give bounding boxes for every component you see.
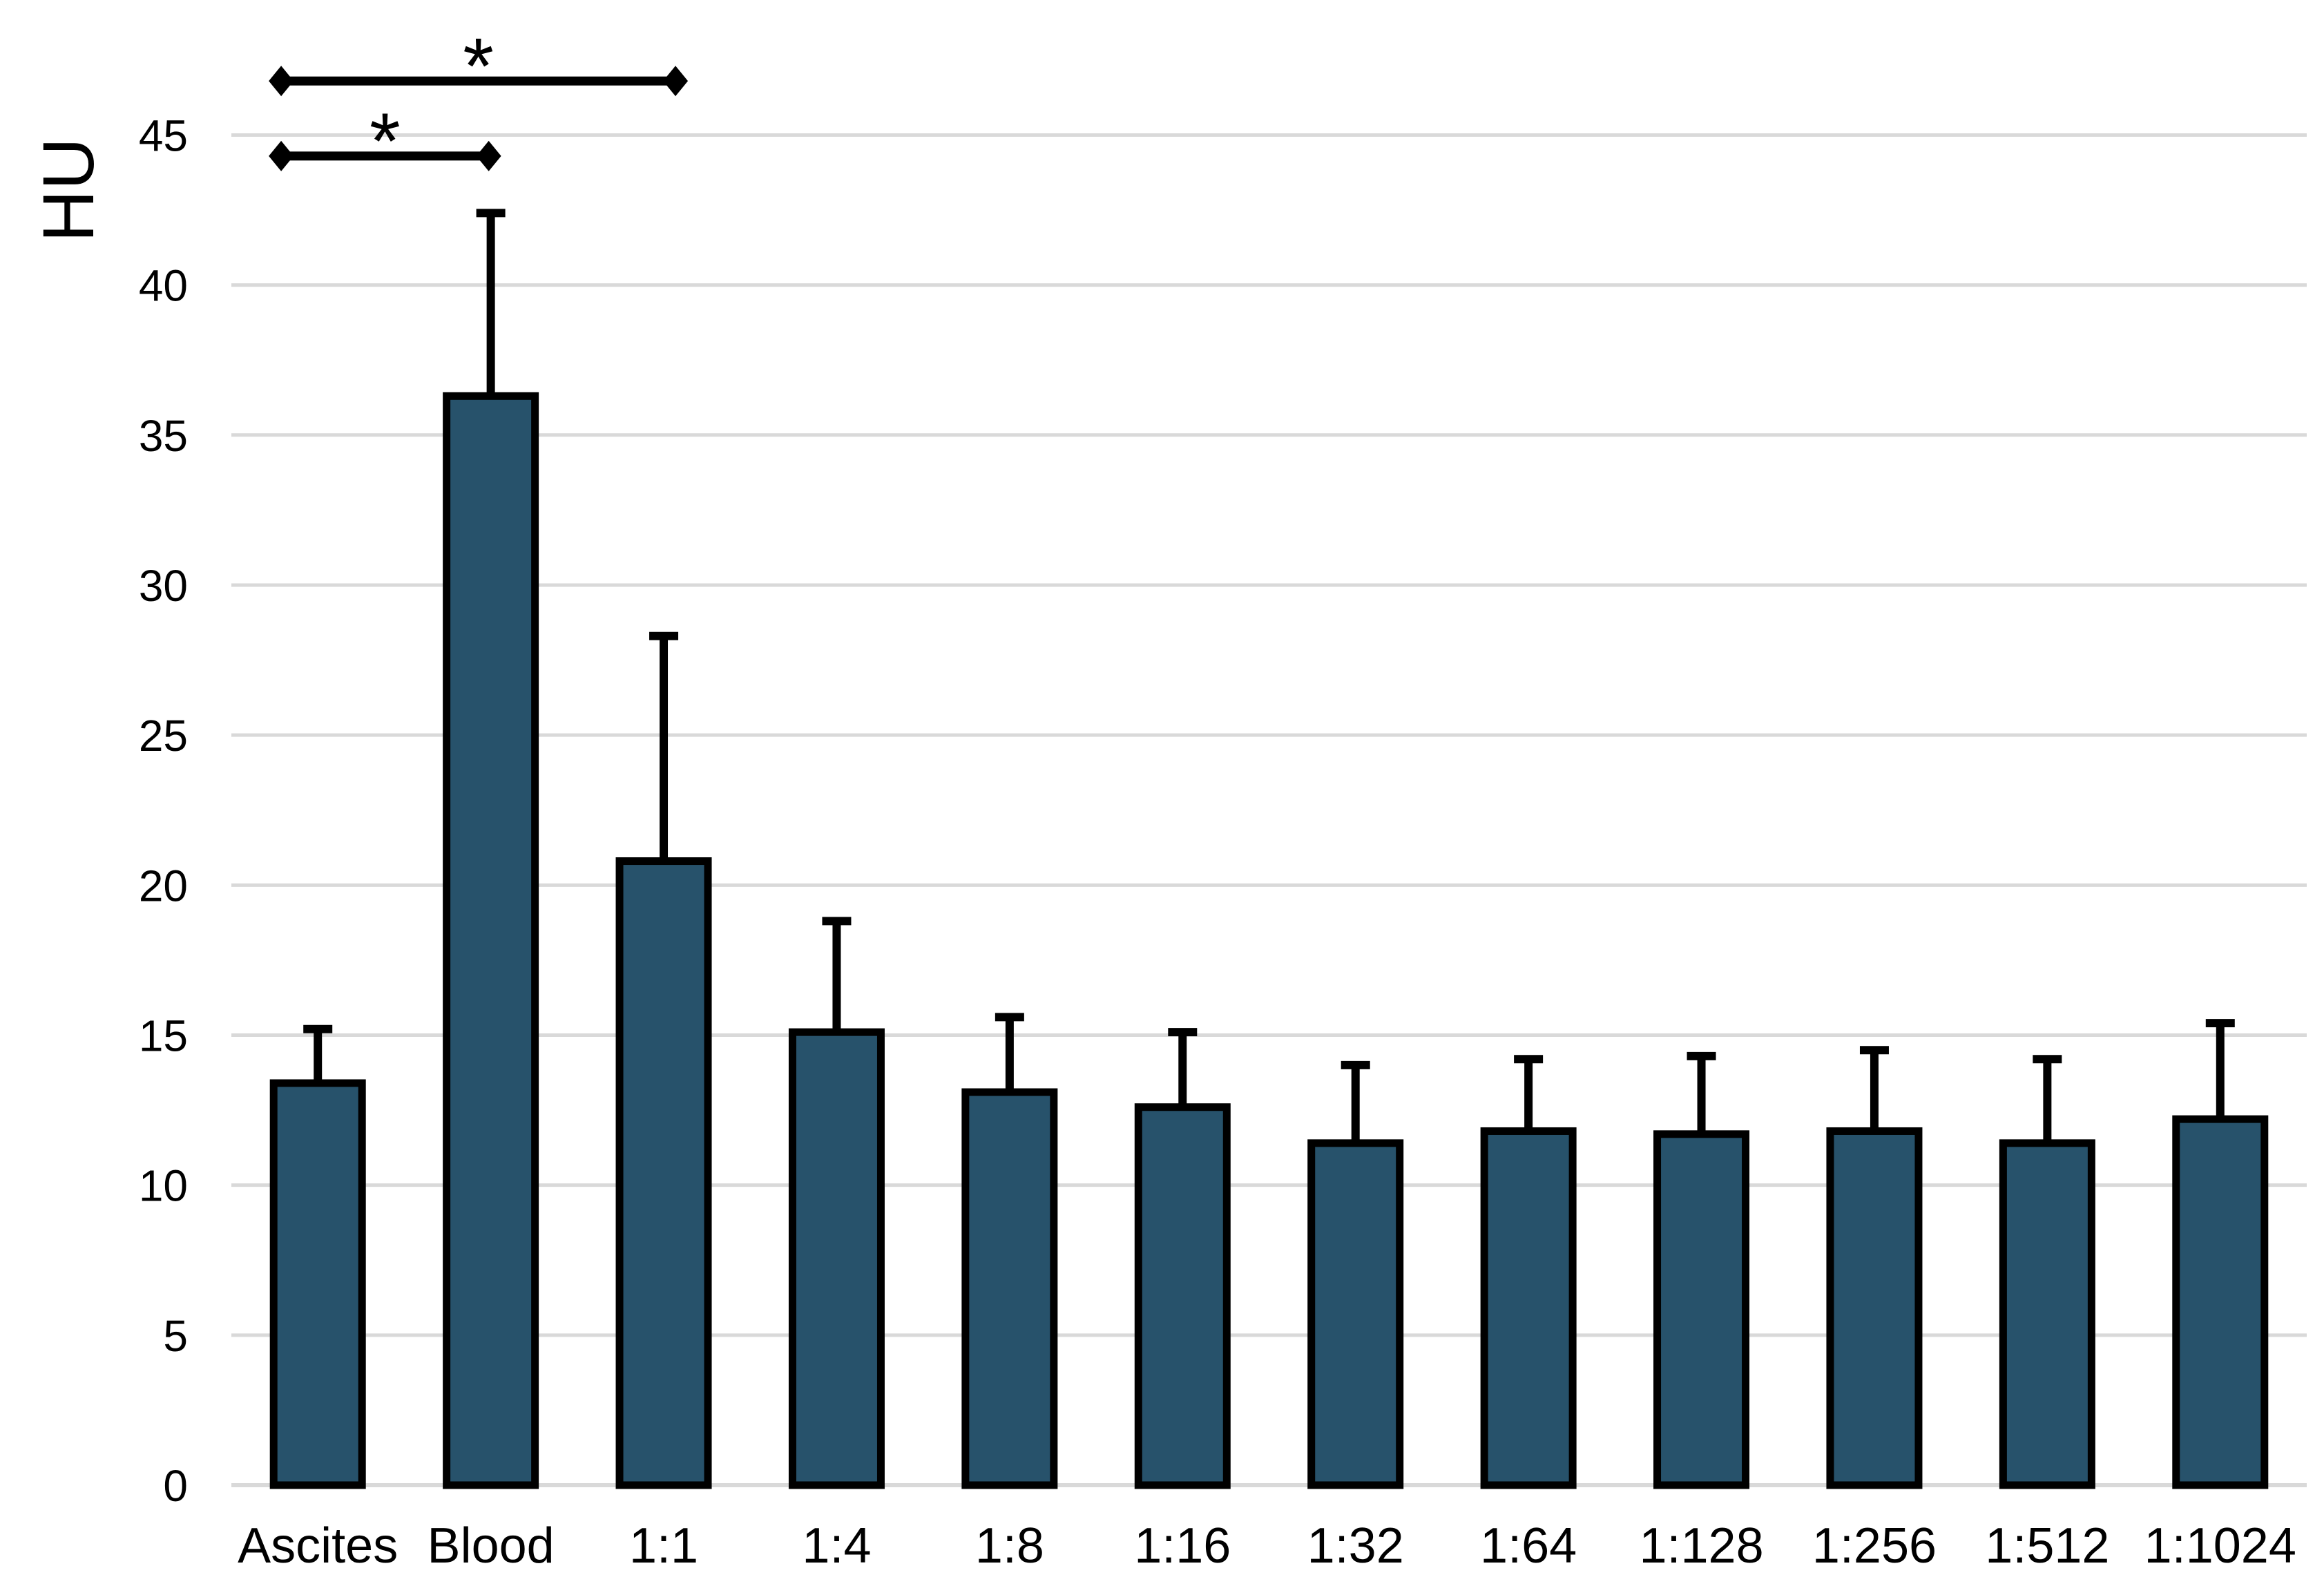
y-axis-title: HU bbox=[28, 137, 109, 242]
bar-1-128 bbox=[1653, 1130, 1750, 1489]
gridlines-layer bbox=[231, 133, 2307, 1487]
significance-layer: ** bbox=[269, 22, 689, 186]
y-tick-label-0: 0 bbox=[163, 1461, 188, 1511]
x-tick-label-1-4: 1:4 bbox=[802, 1518, 871, 1574]
y-tick-label-45: 45 bbox=[139, 111, 188, 160]
bar-1-16 bbox=[1134, 1103, 1231, 1489]
y-tick-label-20: 20 bbox=[139, 861, 188, 910]
bar-1-1 bbox=[615, 857, 712, 1489]
bar-blood bbox=[443, 392, 539, 1489]
bar-1-1024 bbox=[2172, 1115, 2269, 1489]
sig-asterisk: * bbox=[369, 97, 401, 186]
x-tick-label-1-64: 1:64 bbox=[1480, 1518, 1577, 1574]
sig-asterisk: * bbox=[463, 22, 494, 111]
x-tick-label-1-8: 1:8 bbox=[975, 1518, 1044, 1574]
y-tick-label-25: 25 bbox=[139, 711, 188, 761]
sig-bracket-diamond bbox=[476, 140, 501, 171]
y-tick-label-10: 10 bbox=[139, 1161, 188, 1211]
x-tick-label-1-1024: 1:1024 bbox=[2144, 1518, 2296, 1574]
bar-1-8 bbox=[961, 1088, 1058, 1489]
x-tick-label-ascites: Ascites bbox=[238, 1518, 398, 1574]
x-tick-label-1-512: 1:512 bbox=[1985, 1518, 2109, 1574]
y-tick-label-5: 5 bbox=[163, 1311, 188, 1361]
bars-layer bbox=[269, 392, 2269, 1489]
y-tick-label-15: 15 bbox=[139, 1011, 188, 1060]
bar-1-4 bbox=[788, 1028, 885, 1489]
sig-bracket-diamond bbox=[269, 140, 294, 171]
sig-bracket-1: * bbox=[269, 97, 501, 186]
sig-bracket-2: * bbox=[269, 22, 689, 111]
x-tick-label-1-16: 1:16 bbox=[1134, 1518, 1231, 1574]
x-tick-label-blood: Blood bbox=[428, 1518, 555, 1574]
bar-1-64 bbox=[1480, 1127, 1577, 1489]
sig-bracket-diamond bbox=[269, 66, 294, 97]
x-tick-label-1-128: 1:128 bbox=[1639, 1518, 1763, 1574]
bar-ascites bbox=[269, 1079, 366, 1489]
y-tick-label-30: 30 bbox=[139, 561, 188, 611]
sig-bracket-diamond bbox=[663, 66, 689, 97]
x-tick-label-1-1: 1:1 bbox=[629, 1518, 698, 1574]
bar-1-512 bbox=[1999, 1139, 2095, 1489]
y-tick-label-40: 40 bbox=[139, 261, 188, 311]
x-tick-label-1-32: 1:32 bbox=[1307, 1518, 1404, 1574]
y-axis-labels-layer: 0 5 10 15 20 25 30 35 40 45 bbox=[139, 111, 188, 1511]
bar-1-32 bbox=[1307, 1139, 1404, 1489]
x-axis-labels-layer: Ascites Blood 1:1 1:4 1:8 1:16 1:32 1:64 1:128 1:… bbox=[238, 1518, 2296, 1574]
y-tick-label-35: 35 bbox=[139, 411, 188, 461]
error-bars-layer bbox=[303, 209, 2235, 1140]
x-tick-label-1-256: 1:256 bbox=[1812, 1518, 1937, 1574]
bar-1-256 bbox=[1826, 1127, 1923, 1489]
